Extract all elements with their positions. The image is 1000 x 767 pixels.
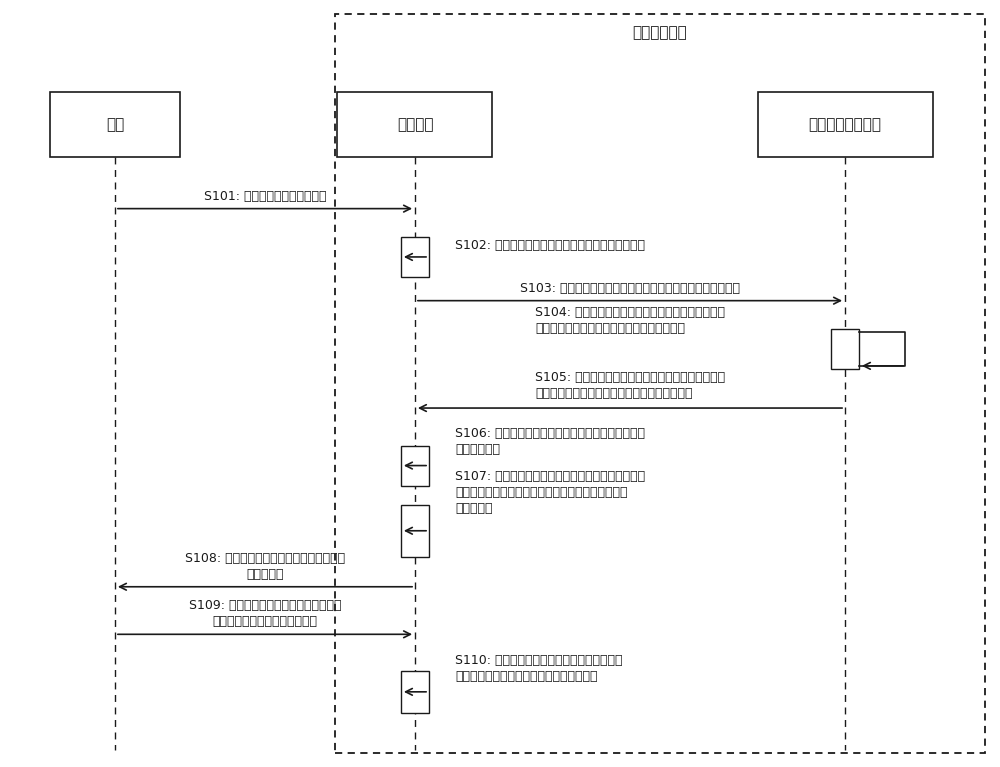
Bar xyxy=(337,92,492,157)
Bar xyxy=(401,446,429,486)
Text: S108: 将所述候选银行卡的银行卡信息展示: S108: 将所述候选银行卡的银行卡信息展示 xyxy=(185,551,345,565)
Bar xyxy=(50,92,180,157)
Bar xyxy=(758,92,932,157)
Text: 各银行办理的银行卡中筛选出至少一个银行卡，作为: 各银行办理的银行卡中筛选出至少一个银行卡，作为 xyxy=(455,486,628,499)
Text: 息，查询出所述用户在各银行所办理的银行卡: 息，查询出所述用户在各银行所办理的银行卡 xyxy=(535,322,685,335)
Bar xyxy=(831,329,859,369)
Bar xyxy=(401,505,429,557)
Bar xyxy=(401,670,429,713)
Text: 用户: 用户 xyxy=(106,117,124,132)
Text: S109: 确定所述用户从所述候选银行卡中: S109: 确定所述用户从所述候选银行卡中 xyxy=(189,599,341,612)
Text: 业务处理系统: 业务处理系统 xyxy=(633,25,687,40)
Text: 所述用户通过所述目标银行卡进行业务处理: 所述用户通过所述目标银行卡进行业务处理 xyxy=(455,670,598,683)
Text: 选择出的银行卡作为目标银行卡: 选择出的银行卡作为目标银行卡 xyxy=(212,615,318,628)
Text: S104: 根据所述查询请求中携带的所述用户的身份信: S104: 根据所述查询请求中携带的所述用户的身份信 xyxy=(535,306,725,319)
Text: 候选银行卡: 候选银行卡 xyxy=(455,502,492,515)
Text: S101: 接收用户发送的绑卡请求: S101: 接收用户发送的绑卡请求 xyxy=(204,190,326,203)
Bar xyxy=(401,237,429,277)
Text: S107: 根据所述用户的历史绑卡记录，从所述用户在: S107: 根据所述用户的历史绑卡记录，从所述用户在 xyxy=(455,470,645,483)
Text: 银行公共服务平台: 银行公共服务平台 xyxy=(808,117,882,132)
Text: S102: 根据所述绑卡请求，确定所述用户的身份信息: S102: 根据所述绑卡请求，确定所述用户的身份信息 xyxy=(455,239,645,252)
Text: S110: 将所述目标银行卡进行业务绑定，以使: S110: 将所述目标银行卡进行业务绑定，以使 xyxy=(455,653,622,667)
Bar xyxy=(335,14,985,753)
Text: 办理的银行卡: 办理的银行卡 xyxy=(455,443,500,456)
Text: S105: 将查询出的所述用户在各银行所办理的银行卡: S105: 将查询出的所述用户在各银行所办理的银行卡 xyxy=(535,371,725,384)
Text: 给所述用户: 给所述用户 xyxy=(246,568,284,581)
Text: 业务平台: 业务平台 xyxy=(397,117,433,132)
Text: 的银行卡信息作为查询结果返回给所述业务平台: 的银行卡信息作为查询结果返回给所述业务平台 xyxy=(535,387,692,400)
Text: S103: 根据所述身份信息，向银行公共服务平台发送查询请求: S103: 根据所述身份信息，向银行公共服务平台发送查询请求 xyxy=(520,282,740,295)
Text: S106: 根据所述查询结果，确定所述用户在各银行所: S106: 根据所述查询结果，确定所述用户在各银行所 xyxy=(455,427,645,440)
